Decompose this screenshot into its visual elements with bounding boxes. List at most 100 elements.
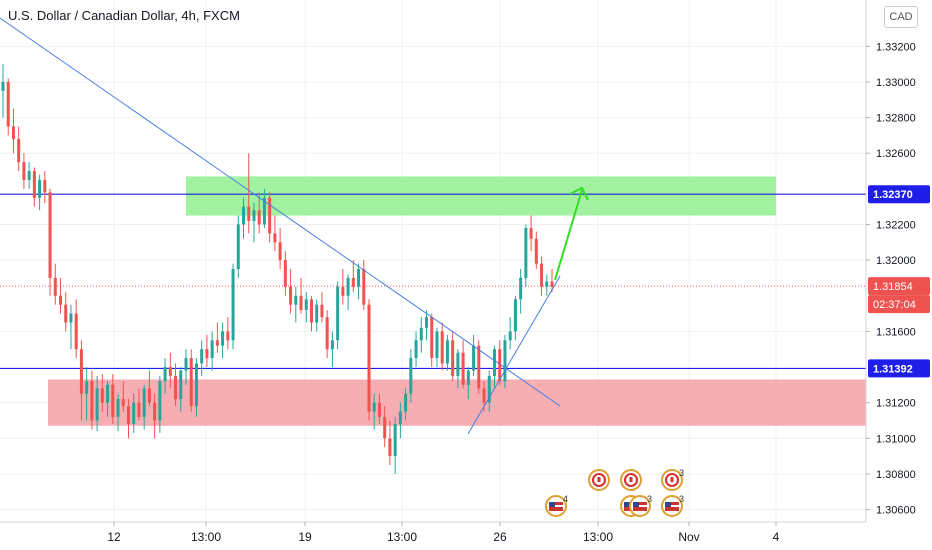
candle-body	[487, 375, 491, 403]
projection-arrow[interactable]	[554, 189, 583, 281]
candle-body	[252, 210, 256, 221]
candle-body	[6, 81, 10, 127]
candle-body	[289, 286, 293, 305]
candle-body	[210, 340, 214, 359]
y-tick-label: 1.31600	[876, 326, 916, 338]
x-tick-label: 12	[107, 530, 121, 544]
candle-body	[304, 299, 308, 310]
downtrend-line[interactable]	[0, 17, 561, 407]
y-tick-label: 1.30800	[876, 469, 916, 481]
candle-body	[351, 277, 355, 287]
candle-body	[226, 331, 230, 341]
flag-us-stripe-icon	[665, 505, 679, 507]
candle-body	[383, 416, 387, 439]
candle-body	[273, 233, 277, 243]
candle-body	[48, 192, 52, 278]
candle-body	[425, 317, 429, 328]
candle-body	[409, 358, 413, 394]
candle-body	[106, 384, 110, 403]
candle-body	[529, 228, 533, 239]
candle-body	[398, 411, 402, 425]
resistance-zone	[186, 176, 776, 216]
projection-arrowhead	[569, 186, 589, 201]
candle-body	[205, 349, 209, 359]
flag-ca-leaf-icon	[629, 477, 633, 482]
flag-us-canton-icon	[665, 502, 671, 507]
candle-body	[283, 260, 287, 287]
currency-button[interactable]: CAD	[884, 6, 918, 28]
x-tick-label: 13:00	[191, 530, 221, 544]
price-label-badge	[868, 359, 930, 378]
candle-body	[540, 263, 544, 287]
candle-body	[147, 388, 151, 403]
event-count: 3	[679, 468, 684, 478]
candle-body	[451, 340, 455, 376]
candle-body	[1, 81, 5, 91]
candle-body	[262, 197, 266, 225]
flag-us-canton-icon	[633, 502, 639, 507]
candle-body	[372, 402, 376, 412]
flag-us-stripe-icon	[549, 505, 563, 507]
candle-body	[17, 138, 21, 163]
y-tick-label: 1.30600	[876, 505, 916, 517]
candle-body	[27, 171, 31, 180]
candle-body	[367, 304, 371, 412]
y-tick-label: 1.32000	[876, 255, 916, 267]
candle-body	[414, 340, 418, 359]
x-tick-label: 19	[298, 530, 312, 544]
y-tick-label: 1.31200	[876, 398, 916, 410]
candle-body	[43, 179, 47, 193]
candle-body	[315, 304, 319, 323]
price-label: 1.31854	[873, 281, 913, 293]
candle-body	[100, 388, 104, 403]
candle-body	[64, 304, 68, 323]
chart-title: U.S. Dollar / Canadian Dollar, 4h, FXCM	[8, 8, 240, 23]
candle-body	[320, 304, 324, 318]
y-tick-label: 1.33200	[876, 41, 916, 53]
candle-body	[519, 277, 523, 300]
candle-body	[472, 345, 476, 371]
candle-body	[111, 384, 115, 417]
candle-body	[309, 299, 313, 323]
candle-body	[184, 358, 188, 371]
candle-body	[221, 331, 225, 346]
candle-body	[456, 352, 460, 376]
candle-body	[466, 370, 470, 385]
candle-body	[231, 269, 235, 341]
candle-body	[330, 340, 334, 350]
candle-body	[508, 331, 512, 341]
candle-body	[362, 269, 366, 305]
candle-body	[174, 375, 178, 400]
price-label-badge	[868, 277, 930, 296]
price-label-badge	[868, 295, 930, 314]
candle-body	[179, 370, 183, 400]
x-tick-label: 13:00	[583, 530, 613, 544]
candle-body	[247, 206, 251, 221]
x-tick-label: 26	[493, 530, 507, 544]
uptrend-line[interactable]	[467, 275, 561, 435]
candle-body	[550, 281, 554, 287]
price-label-badge	[868, 185, 930, 204]
candle-body	[215, 340, 219, 346]
candle-body	[341, 286, 345, 296]
candle-body	[116, 399, 120, 417]
candle-body	[503, 340, 507, 382]
price-label: 1.31392	[873, 363, 913, 375]
candle-body	[440, 331, 444, 364]
candle-body	[53, 277, 57, 296]
candle-body	[236, 224, 240, 270]
candle-body	[388, 438, 392, 457]
x-tick-label: 13:00	[387, 530, 417, 544]
candle-body	[524, 228, 528, 278]
y-tick-label: 1.32800	[876, 113, 916, 125]
candle-body	[477, 345, 481, 389]
candle-body	[377, 402, 381, 417]
candle-body	[189, 358, 193, 407]
candle-body	[404, 393, 408, 412]
flag-us-canton-icon	[549, 502, 555, 507]
candle-body	[430, 317, 434, 359]
candle-body	[325, 317, 329, 350]
candle-body	[445, 340, 449, 364]
candle-body	[132, 402, 136, 425]
